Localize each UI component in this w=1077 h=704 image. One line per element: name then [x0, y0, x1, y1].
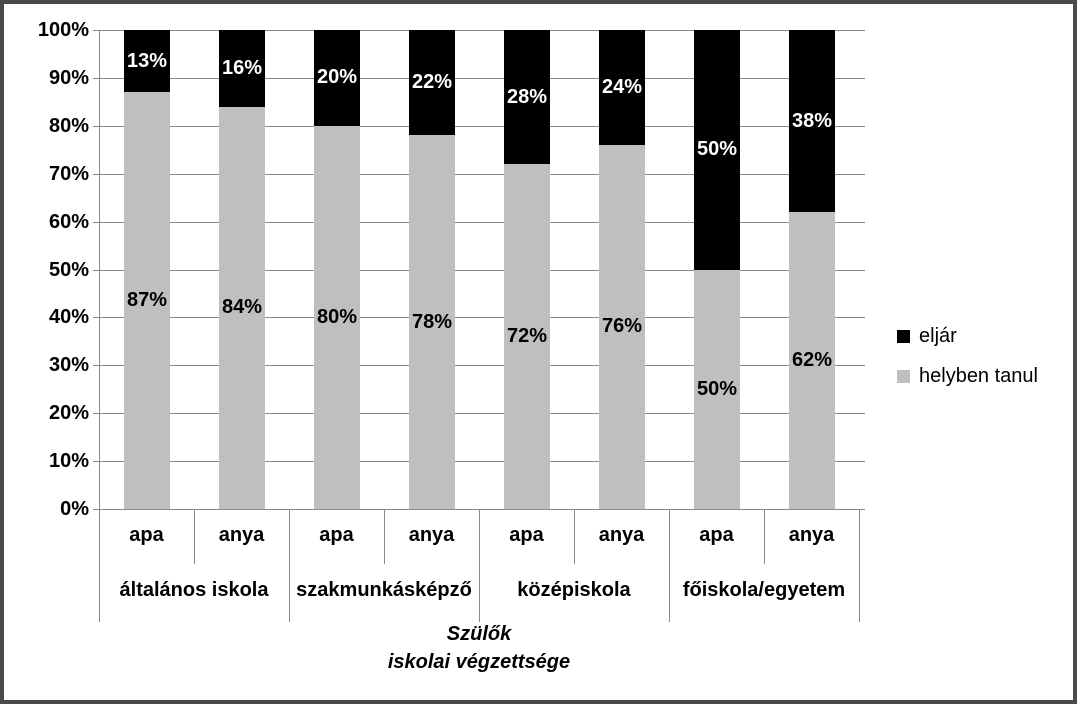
data-label: 50%: [696, 138, 738, 161]
x-axis-sub-label: anya: [408, 523, 455, 546]
bar-középiskola-apa: 28% 72%: [504, 30, 550, 509]
x-axis-sub-divider: [764, 509, 765, 564]
gridline: [93, 270, 865, 271]
y-axis-tick-label: 0%: [60, 498, 89, 520]
x-axis-group-divider: [479, 509, 480, 622]
bar-szakmunkásképző-apa: 20% 80%: [314, 30, 360, 509]
bar-segment-eljar: 28%: [504, 30, 550, 165]
x-axis-group-divider: [289, 509, 290, 622]
bar-segment-helyben-tanul: 84%: [219, 106, 265, 509]
gridline: [93, 222, 865, 223]
gridline: [93, 317, 865, 318]
y-axis-tick-label: 50%: [48, 259, 89, 281]
x-axis-sub-label: apa: [699, 523, 734, 546]
x-axis-sub-divider: [194, 509, 195, 564]
data-label: 84%: [221, 296, 263, 319]
gridline: [93, 461, 865, 462]
y-axis-tick-label: 90%: [48, 67, 89, 89]
bar-középiskola-anya: 24% 76%: [599, 30, 645, 509]
bar-általános iskola-apa: 13% 87%: [124, 30, 170, 509]
gridline: [93, 413, 865, 414]
data-label: 80%: [316, 305, 358, 328]
data-label: 13%: [126, 49, 168, 72]
bar-segment-eljar: 24%: [599, 30, 645, 145]
legend: eljár helyben tanul: [897, 320, 1038, 400]
gridline: [93, 78, 865, 79]
bar-segment-eljar: 16%: [219, 30, 265, 107]
data-label: 22%: [411, 71, 453, 94]
x-axis-group-divider: [99, 509, 100, 622]
legend-label: eljár: [919, 324, 957, 347]
data-label: 24%: [601, 75, 643, 98]
gridline: [93, 30, 865, 31]
legend-item-eljar: eljár: [897, 320, 1038, 352]
data-label: 72%: [506, 325, 548, 348]
y-axis-tick-label: 70%: [48, 163, 89, 185]
bar-általános iskola-anya: 16% 84%: [219, 30, 265, 509]
bar-segment-helyben-tanul: 62%: [789, 212, 835, 509]
y-axis-tick-label: 60%: [48, 211, 89, 233]
x-axis-title-line-1: Szülők: [446, 623, 512, 645]
bar-főiskola/egyetem-apa: 50% 50%: [694, 30, 740, 509]
legend-label: helyben tanul: [919, 364, 1038, 387]
x-axis-group-label: szakmunkásképző: [296, 578, 472, 601]
x-axis-group-label: középiskola: [517, 578, 631, 601]
bar-főiskola/egyetem-anya: 38% 62%: [789, 30, 835, 509]
y-axis-tick-label: 40%: [48, 306, 89, 328]
legend-item-helyben-tanul: helyben tanul: [897, 360, 1038, 392]
y-axis-tick-label: 100%: [37, 19, 89, 41]
x-axis-group-divider: [669, 509, 670, 622]
x-axis-sub-label: apa: [319, 523, 354, 546]
gridline: [93, 365, 865, 366]
bar-segment-helyben-tanul: 87%: [124, 92, 170, 509]
bar-segment-helyben-tanul: 76%: [599, 144, 645, 509]
data-label: 78%: [411, 310, 453, 333]
gridline: [93, 174, 865, 175]
data-label: 20%: [316, 66, 358, 89]
y-axis-tick-label: 80%: [48, 115, 89, 137]
bar-segment-eljar: 50%: [694, 30, 740, 270]
y-axis-line: [99, 30, 100, 509]
legend-swatch-icon: [897, 329, 910, 343]
data-label: 38%: [791, 109, 833, 132]
bar-segment-helyben-tanul: 80%: [314, 125, 360, 509]
bar-segment-eljar: 13%: [124, 30, 170, 93]
x-axis-sub-label: anya: [788, 523, 835, 546]
x-axis-sub-label: anya: [598, 523, 645, 546]
data-label: 76%: [601, 315, 643, 338]
x-axis-group-label: általános iskola: [119, 578, 269, 601]
data-label: 28%: [506, 85, 548, 108]
y-axis-tick-label: 10%: [48, 450, 89, 472]
x-axis-title-line-2: iskolai végzettsége: [387, 651, 571, 673]
bar-segment-helyben-tanul: 78%: [409, 135, 455, 509]
data-label: 62%: [791, 349, 833, 371]
x-axis-group-divider: [859, 509, 860, 622]
data-label: 50%: [696, 377, 738, 400]
x-axis-sub-label: apa: [129, 523, 164, 546]
legend-swatch-icon: [897, 369, 910, 383]
y-axis-tick-label: 20%: [48, 402, 89, 424]
y-axis-tick-label: 30%: [48, 354, 89, 376]
x-axis-sub-label: anya: [218, 523, 265, 546]
data-label: 87%: [126, 289, 168, 312]
x-axis-sub-divider: [574, 509, 575, 564]
x-axis-sub-divider: [384, 509, 385, 564]
bar-segment-helyben-tanul: 72%: [504, 164, 550, 509]
x-axis-title: Szülők iskolai végzettsége: [99, 620, 859, 676]
x-axis-group-label: főiskola/egyetem: [682, 578, 846, 601]
data-label: 16%: [221, 56, 263, 79]
bar-segment-helyben-tanul: 50%: [694, 269, 740, 509]
bar-segment-eljar: 38%: [789, 30, 835, 213]
bar-szakmunkásképző-anya: 22% 78%: [409, 30, 455, 509]
bar-segment-eljar: 20%: [314, 30, 360, 126]
x-axis-sub-label: apa: [509, 523, 544, 546]
gridline: [93, 126, 865, 127]
bar-segment-eljar: 22%: [409, 30, 455, 136]
